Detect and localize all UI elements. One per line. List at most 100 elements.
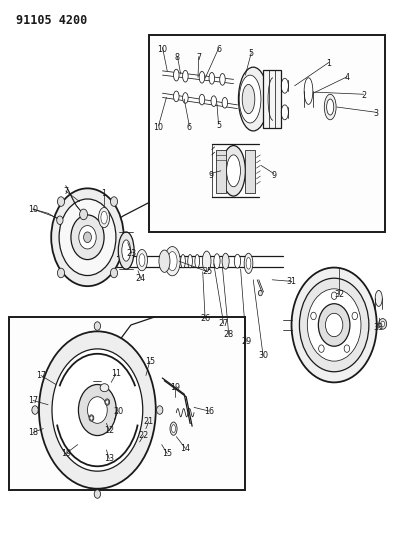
Ellipse shape xyxy=(105,399,110,405)
Circle shape xyxy=(319,345,324,352)
Circle shape xyxy=(52,349,143,471)
Ellipse shape xyxy=(188,255,192,268)
Ellipse shape xyxy=(239,75,261,123)
Text: 10: 10 xyxy=(28,205,38,214)
Ellipse shape xyxy=(139,254,145,266)
Text: 1: 1 xyxy=(327,59,331,68)
Circle shape xyxy=(39,332,156,489)
Text: 26: 26 xyxy=(200,314,210,323)
Ellipse shape xyxy=(173,69,179,81)
Circle shape xyxy=(90,416,93,420)
Ellipse shape xyxy=(118,232,134,269)
Ellipse shape xyxy=(227,155,240,187)
Text: 91105 4200: 91105 4200 xyxy=(17,14,88,27)
Circle shape xyxy=(59,199,116,276)
Circle shape xyxy=(291,268,377,382)
Text: 4: 4 xyxy=(345,73,350,82)
Text: 11: 11 xyxy=(111,369,121,378)
Ellipse shape xyxy=(57,197,65,206)
Ellipse shape xyxy=(181,255,185,268)
Bar xyxy=(9,317,246,490)
Ellipse shape xyxy=(211,96,217,107)
Text: 14: 14 xyxy=(180,444,190,453)
Text: 20: 20 xyxy=(113,407,123,416)
Circle shape xyxy=(88,397,107,423)
Text: 28: 28 xyxy=(224,330,234,339)
Circle shape xyxy=(311,312,316,320)
Ellipse shape xyxy=(32,406,38,414)
Ellipse shape xyxy=(379,319,386,329)
Ellipse shape xyxy=(101,211,107,224)
Text: 19: 19 xyxy=(170,383,180,392)
Circle shape xyxy=(318,304,350,346)
Ellipse shape xyxy=(327,99,334,115)
Bar xyxy=(88,437,107,446)
Polygon shape xyxy=(263,70,281,128)
Circle shape xyxy=(352,312,358,320)
Text: 6: 6 xyxy=(216,45,221,54)
Text: 9: 9 xyxy=(208,171,213,180)
Text: 8: 8 xyxy=(175,53,180,62)
Ellipse shape xyxy=(214,254,220,269)
Text: 5: 5 xyxy=(249,50,254,58)
Ellipse shape xyxy=(242,84,255,114)
Ellipse shape xyxy=(281,78,288,93)
Ellipse shape xyxy=(156,406,163,414)
Text: 1: 1 xyxy=(102,189,107,198)
Circle shape xyxy=(57,216,63,224)
Circle shape xyxy=(331,292,337,300)
Text: 6: 6 xyxy=(187,123,192,132)
Text: 29: 29 xyxy=(241,337,251,346)
Ellipse shape xyxy=(202,251,211,271)
Circle shape xyxy=(78,384,116,435)
Ellipse shape xyxy=(110,268,118,278)
Ellipse shape xyxy=(137,249,147,271)
Circle shape xyxy=(326,313,343,337)
Ellipse shape xyxy=(244,253,253,273)
Circle shape xyxy=(51,188,124,286)
Circle shape xyxy=(307,289,361,361)
Ellipse shape xyxy=(246,257,251,269)
Ellipse shape xyxy=(375,290,382,306)
Text: 7: 7 xyxy=(196,53,201,62)
Text: 15: 15 xyxy=(145,357,155,366)
Text: 23: 23 xyxy=(127,249,137,258)
Ellipse shape xyxy=(94,490,101,498)
Ellipse shape xyxy=(222,253,229,269)
Ellipse shape xyxy=(281,105,288,120)
Ellipse shape xyxy=(199,71,205,83)
Ellipse shape xyxy=(234,254,241,268)
Ellipse shape xyxy=(381,321,385,327)
Text: 12: 12 xyxy=(104,426,114,435)
Text: 17: 17 xyxy=(28,396,38,405)
Text: 25: 25 xyxy=(203,268,213,276)
Text: 32: 32 xyxy=(334,289,345,298)
Text: 15: 15 xyxy=(162,449,172,458)
Text: 9: 9 xyxy=(271,171,276,180)
Text: 33: 33 xyxy=(374,323,384,332)
Polygon shape xyxy=(216,150,226,193)
Ellipse shape xyxy=(183,70,188,82)
Ellipse shape xyxy=(209,72,215,84)
Text: 30: 30 xyxy=(258,351,268,360)
Ellipse shape xyxy=(199,94,205,105)
Ellipse shape xyxy=(222,146,246,196)
Text: 22: 22 xyxy=(139,431,148,440)
Polygon shape xyxy=(245,150,255,193)
Ellipse shape xyxy=(222,98,228,108)
Text: 16: 16 xyxy=(204,407,214,416)
Text: 3: 3 xyxy=(374,109,379,118)
Text: 18: 18 xyxy=(28,428,38,437)
Text: 19: 19 xyxy=(61,449,71,458)
Circle shape xyxy=(79,225,96,249)
Text: 2: 2 xyxy=(361,91,366,100)
Text: 7: 7 xyxy=(63,187,69,196)
Ellipse shape xyxy=(110,197,118,206)
Circle shape xyxy=(299,278,369,372)
Text: 21: 21 xyxy=(144,417,154,426)
Text: 17: 17 xyxy=(36,371,46,380)
Ellipse shape xyxy=(220,74,225,85)
Circle shape xyxy=(71,215,104,260)
Ellipse shape xyxy=(100,384,109,392)
Bar xyxy=(148,35,385,232)
